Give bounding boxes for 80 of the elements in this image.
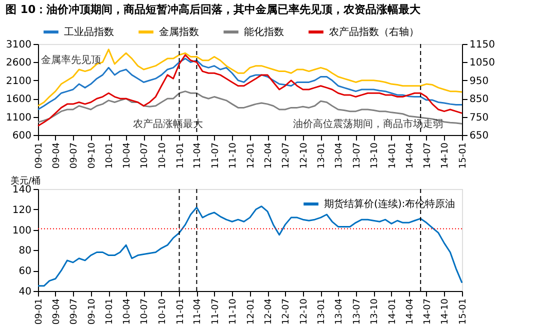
annotation: 农产品涨幅最大 [133, 118, 203, 130]
x-tick-label: 14-01 [388, 142, 398, 169]
x-tick-label: 13-04 [334, 298, 345, 325]
y-tick-label: 3100 [6, 40, 32, 50]
x-tick-label: 12-04 [264, 142, 274, 169]
x-tick-label: 12-10 [299, 142, 310, 169]
x-tick-label: 14-07 [422, 142, 433, 169]
x-tick-label: 12-01 [246, 298, 256, 325]
x-tick-label: 13-07 [352, 298, 362, 325]
x-tick-label: 13-10 [370, 142, 380, 169]
x-tick-label: 14-10 [440, 298, 451, 325]
x-tick-label: 12-04 [264, 298, 274, 325]
y-tick-label: 40 [18, 286, 32, 298]
x-tick-label: 10-04 [122, 142, 133, 169]
y2-tick-label: 650 [470, 130, 489, 142]
x-tick-label: 09-10 [87, 298, 98, 325]
legend-label: 期货结算价(连续):布伦特原油 [324, 198, 456, 210]
x-tick-label: 15-01 [458, 298, 468, 325]
x-tick-label: 11-07 [210, 142, 221, 169]
y-tick-label: 140 [12, 184, 32, 196]
y-tick-label: 2100 [6, 76, 32, 87]
x-tick-label: 15-01 [458, 142, 468, 169]
x-tick-label: 14-07 [422, 298, 433, 325]
x-tick-label: 11-10 [228, 298, 239, 325]
x-tick-label: 09-07 [70, 142, 80, 169]
x-tick-label: 09-07 [70, 298, 80, 325]
y-axis-title: 美元/桶 [10, 176, 41, 186]
x-tick-label: 14-04 [405, 142, 416, 169]
x-tick-label: 14-04 [405, 298, 416, 325]
x-tick-label: 09-04 [52, 142, 62, 169]
x-tick-label: 14-01 [388, 298, 398, 325]
x-tick-label: 13-04 [334, 142, 345, 169]
annotation: 金属率先见顶 [41, 54, 101, 66]
x-tick-label: 09-01 [34, 142, 44, 169]
x-tick-label: 10-10 [158, 298, 168, 325]
x-tick-label: 12-01 [246, 142, 256, 169]
x-tick-label: 11-04 [193, 298, 204, 325]
x-tick-label: 09-04 [52, 298, 62, 325]
x-tick-label: 12-10 [299, 298, 310, 325]
x-tick-label: 10-10 [158, 142, 168, 169]
y-tick-label: 1600 [6, 94, 32, 106]
y2-tick-label: 750 [470, 112, 489, 124]
x-tick-label: 14-10 [440, 142, 451, 169]
x-tick-label: 13-10 [370, 298, 380, 325]
y2-tick-label: 1150 [470, 40, 495, 50]
line-series [37, 54, 463, 127]
x-tick-label: 10-01 [105, 142, 116, 169]
annotation: 油价高位震荡期间，商品市场走弱 [293, 118, 443, 130]
x-tick-label: 13-01 [317, 142, 328, 169]
legend-label: 能化指数 [244, 26, 284, 38]
x-tick-label: 13-07 [352, 142, 362, 169]
x-tick-label: 11-01 [176, 298, 186, 325]
x-tick-label: 10-07 [140, 298, 150, 325]
x-tick-label: 11-10 [228, 142, 239, 169]
legend-label: 农产品指数（右轴） [329, 26, 419, 38]
x-tick-label: 11-07 [210, 298, 221, 325]
x-tick-label: 10-07 [140, 142, 150, 169]
x-tick-label: 10-01 [105, 298, 116, 325]
y-tick-label: 1100 [6, 112, 32, 124]
y2-tick-label: 1050 [470, 58, 495, 69]
y2-tick-label: 950 [470, 76, 489, 87]
y-tick-label: 2600 [6, 58, 32, 69]
legend-label: 金属指数 [159, 26, 199, 38]
x-tick-label: 10-04 [122, 298, 133, 325]
x-tick-label: 11-04 [193, 142, 204, 169]
x-tick-label: 11-01 [176, 142, 186, 169]
y-tick-label: 600 [12, 130, 32, 142]
x-tick-label: 12-07 [282, 298, 292, 325]
y-tick-label: 120 [12, 204, 32, 216]
line-series [37, 48, 463, 107]
y-tick-label: 60 [18, 266, 32, 278]
x-tick-label: 09-10 [87, 142, 98, 169]
y-tick-label: 80 [18, 246, 32, 257]
x-tick-label: 13-01 [317, 298, 328, 325]
chart-title: 图 10：油价冲顶期间，商品短暂冲高后回落，其中金属已率先见顶，农资品涨幅最大 [6, 3, 422, 16]
y2-tick-label: 850 [470, 94, 489, 106]
y-tick-label: 100 [12, 225, 32, 236]
x-tick-label: 09-01 [34, 298, 44, 325]
x-tick-label: 12-07 [282, 142, 292, 169]
legend-label: 工业品指数 [64, 26, 114, 38]
